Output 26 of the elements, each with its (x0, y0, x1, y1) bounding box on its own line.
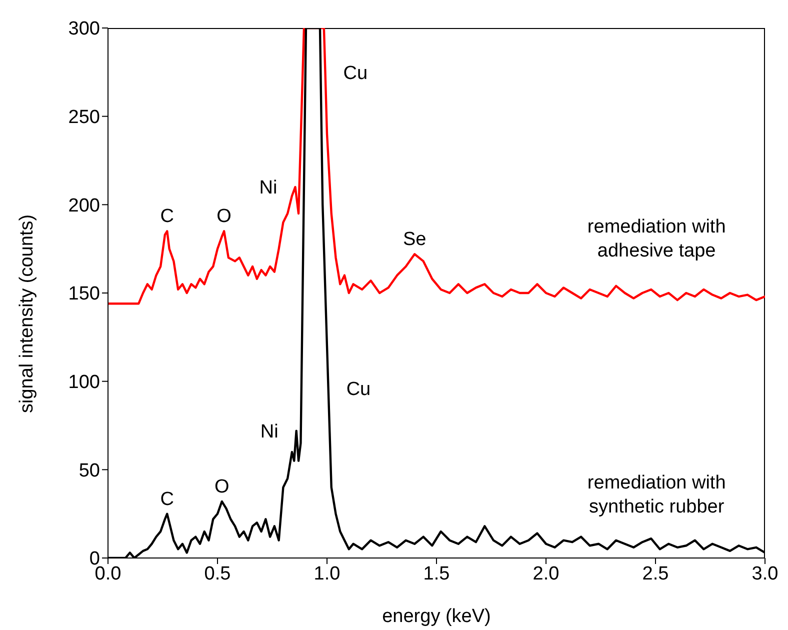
annotation: Cu (343, 62, 368, 84)
annotation: Cu (346, 379, 371, 400)
x-tick-label: 3.0 (752, 563, 778, 584)
y-tick-label: 50 (78, 460, 100, 482)
line-series (108, 28, 765, 305)
x-tick-label: 1.0 (314, 563, 340, 584)
x-tick-label: 2.0 (532, 563, 560, 584)
series-label: remediation with adhesive tape (587, 216, 726, 262)
y-axis-title: signal intensity (counts) (16, 214, 38, 413)
x-axis-title: energy (keV) (382, 606, 491, 627)
x-tick-label: 2.5 (642, 563, 669, 584)
y-tick-label: 300 (68, 18, 100, 40)
x-tick-label: 0.5 (204, 563, 231, 584)
y-tick-label: 250 (68, 107, 100, 128)
series-label: remediation with synthetic rubber (587, 472, 726, 518)
annotation: Ni (259, 178, 278, 199)
y-tick-label: 150 (68, 284, 100, 305)
y-tick-label: 100 (68, 372, 100, 394)
annotation: O (216, 206, 232, 228)
annotation: Ni (260, 422, 278, 443)
x-tick-label: 1.5 (423, 563, 450, 584)
annotation: C (160, 206, 174, 228)
annotation: Se (402, 229, 426, 250)
y-tick-label: 200 (68, 195, 100, 216)
annotation: C (160, 488, 174, 510)
annotation: O (214, 476, 230, 498)
